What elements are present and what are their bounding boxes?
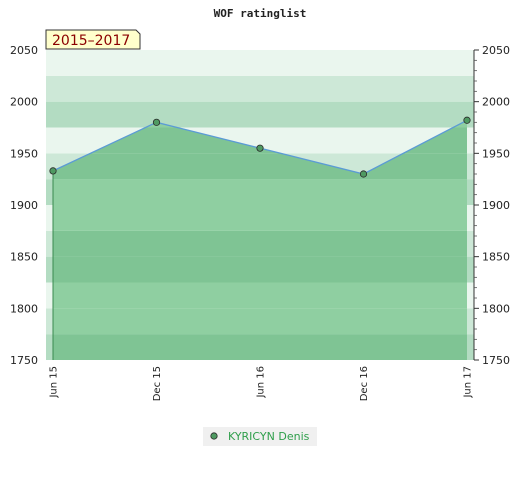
y-tick-label-right: 1850 [482,251,510,264]
data-point [49,167,57,175]
y-tick-label-right: 1750 [482,354,510,367]
x-tick-label: Dec 15 [152,366,163,401]
area-band [53,334,467,360]
y-tick-label-left: 1900 [10,199,38,212]
area-band [53,230,467,257]
y-tick-label-right: 1900 [482,199,510,212]
y-tick-label-right: 1950 [482,147,510,160]
background-band [46,101,474,128]
data-point [359,170,368,178]
area-band [53,179,467,205]
x-tick-label: Jun 16 [256,366,267,399]
area-band [53,308,467,335]
x-tick-label: Jun 15 [49,366,60,399]
legend: KYRICYN Denis [203,427,317,446]
legend-background [203,427,317,446]
area-band [53,282,467,309]
legend-entry: KYRICYN Denis [228,430,310,443]
period-label-box: 2015–2017 [45,29,141,50]
y-axis-left: 1750 1800 1850 1900 1950 2000 2050 [10,44,38,367]
background-band [46,75,474,102]
y-tick-label-left: 1800 [10,302,38,315]
x-axis: Jun 15 Dec 15 Jun 16 Dec 16 Jun 17 [49,366,474,401]
y-tick-label-left: 2000 [10,96,38,109]
y-tick-label-left: 1750 [10,354,38,367]
area-band [53,205,467,231]
chart-title: WOF ratinglist [214,7,307,20]
background-band [46,50,474,76]
data-point [152,118,161,126]
y-tick-label-left: 1850 [10,251,38,264]
y-tick-label-left: 2050 [10,44,38,57]
y-tick-label-right: 1800 [482,302,510,315]
area-band [53,153,467,180]
area-band [53,256,467,283]
legend-marker [210,432,218,440]
y-axis-right: 1750 1800 1850 1900 1950 2000 2050 [473,44,510,367]
x-tick-label: Jun 17 [463,366,474,399]
period-label-background [45,29,141,50]
period-label: 2015–2017 [52,33,130,49]
y-tick-label-right: 2050 [482,44,510,57]
data-point [463,116,471,124]
y-tick-label-right: 2000 [482,96,510,109]
data-point [256,144,264,152]
y-tick-label-left: 1950 [10,147,38,160]
x-tick-label: Dec 16 [359,366,370,401]
